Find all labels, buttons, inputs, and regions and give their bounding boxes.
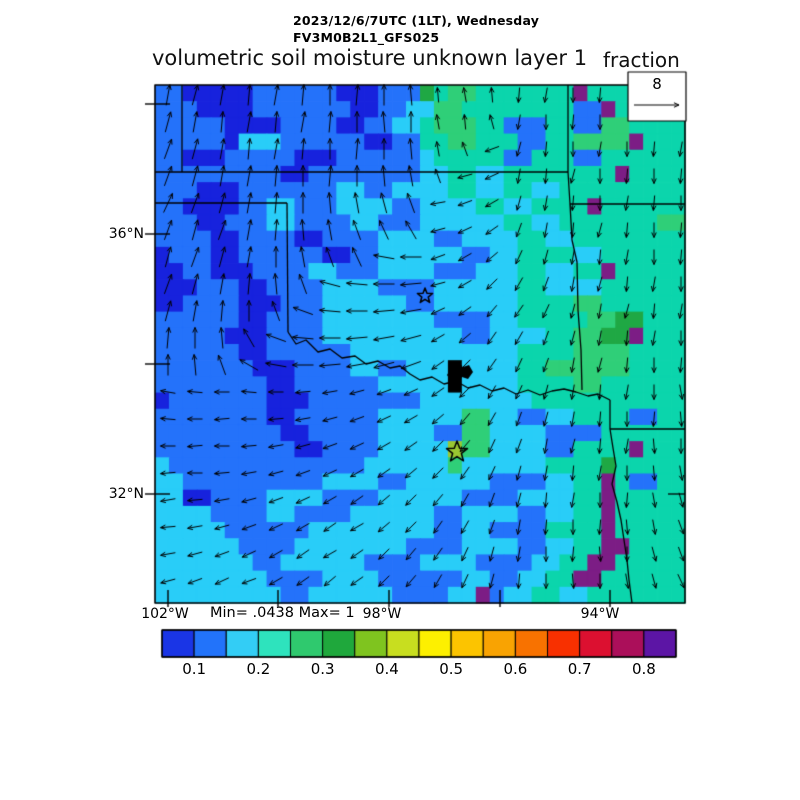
page-title: volumetric soil moisture unknown layer 1	[152, 46, 588, 70]
colorbar-tick-label: 0.3	[310, 660, 335, 678]
lon-label-94w: 94°W	[580, 606, 620, 622]
colorbar-tick-label: 0.4	[374, 660, 399, 678]
colorbar-tick-label: 0.7	[567, 660, 592, 678]
colorbar-tick-label: 0.5	[439, 660, 464, 678]
colorbar-tick-label: 0.6	[503, 660, 528, 678]
header-model: FV3M0B2L1_GFS025	[293, 30, 440, 45]
lon-label-98w: 98°W	[362, 606, 402, 622]
lat-label-32n: 32°N	[108, 486, 144, 502]
colorbar-tick-label: 0.8	[631, 660, 656, 678]
colorbar-tick-label: 0.2	[246, 660, 271, 678]
reference-vector-value: 8	[652, 75, 662, 93]
colorbar-tick-label: 0.1	[182, 660, 207, 678]
lat-label-36n: 36°N	[108, 226, 144, 242]
minmax-stats: Min= .0438 Max= 1	[210, 605, 355, 621]
lon-label-102w: 102°W	[141, 606, 189, 622]
header-datetime: 2023/12/6/7UTC (1LT), Wednesday	[293, 13, 540, 28]
units-label: fraction	[603, 48, 680, 72]
